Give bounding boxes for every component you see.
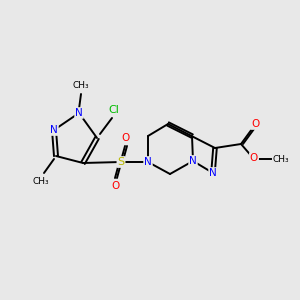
Text: O: O (250, 153, 258, 163)
Text: S: S (117, 157, 124, 167)
Text: CH₃: CH₃ (33, 176, 49, 185)
Text: N: N (144, 157, 152, 167)
Text: O: O (112, 181, 120, 191)
Text: CH₃: CH₃ (73, 82, 89, 91)
Text: O: O (251, 119, 259, 129)
Text: O: O (122, 133, 130, 143)
Text: N: N (209, 168, 217, 178)
Text: CH₃: CH₃ (273, 154, 289, 164)
Text: Cl: Cl (109, 105, 119, 115)
Text: N: N (189, 156, 197, 166)
Text: N: N (75, 108, 83, 118)
Text: N: N (50, 125, 58, 135)
